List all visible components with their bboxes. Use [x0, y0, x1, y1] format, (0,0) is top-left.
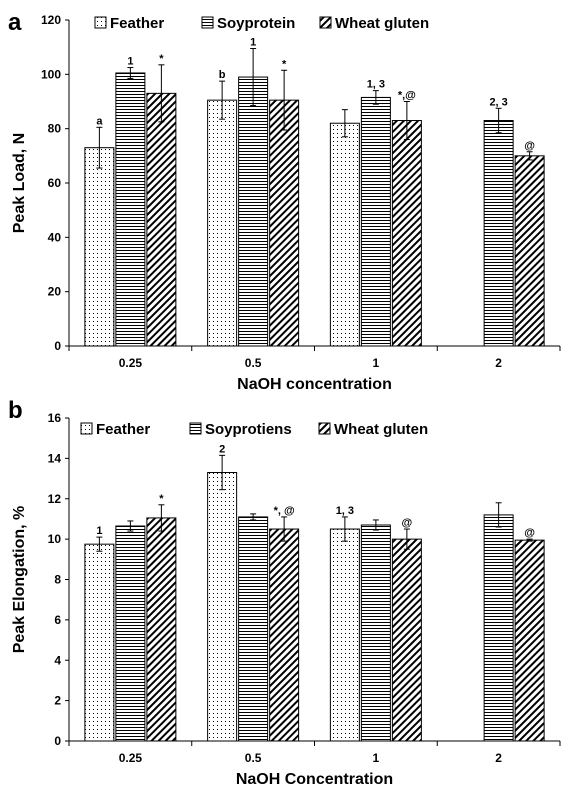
bar — [391, 120, 422, 347]
bar — [514, 539, 545, 742]
legend: Feather Soyprotiens Wheat gluten — [80, 421, 428, 438]
y-tick-label: 20 — [48, 285, 62, 299]
legend: Feather Soyprotein Wheat gluten — [94, 15, 429, 32]
x-tick-label: 1 — [373, 751, 380, 765]
significance-label: *,@ — [398, 90, 416, 102]
significance-label: @ — [524, 140, 535, 152]
x-axis-title: NaOH concentration — [237, 376, 392, 393]
significance-label: 1, 3 — [367, 79, 385, 91]
significance-label: 1, 3 — [336, 505, 354, 517]
bar — [269, 99, 300, 347]
y-tick-label: 0 — [54, 339, 61, 353]
y-tick-label: 4 — [54, 653, 61, 667]
legend-swatch — [189, 422, 202, 435]
bar — [360, 524, 391, 742]
legend-label: Wheat gluten — [334, 421, 428, 438]
x-tick-labels: 0.25 0.5 1 2 — [119, 751, 503, 765]
y-tick-labels: 0 20 40 60 80 100 120 — [41, 13, 61, 353]
legend-swatch — [94, 16, 107, 29]
significance-label: *, @ — [274, 505, 295, 517]
bar — [391, 538, 422, 742]
chart-panel-a: a 0 20 40 60 80 100 120 0.25 0.5 1 2 NaO… — [8, 9, 561, 393]
legend-swatch — [318, 422, 331, 435]
chart-marks — [65, 19, 561, 351]
bar — [115, 72, 146, 347]
bar — [84, 147, 115, 347]
bar — [238, 516, 269, 742]
significance-label: 1 — [250, 37, 256, 49]
chart-marks — [65, 417, 561, 746]
legend-label: Soyprotein — [217, 15, 295, 32]
bar — [329, 122, 360, 347]
significance-label: a — [96, 115, 103, 127]
bar — [146, 92, 177, 347]
significance-label: 2 — [219, 443, 225, 455]
bar — [360, 96, 391, 347]
significance-label: * — [159, 53, 164, 65]
panel-letter: b — [8, 397, 23, 424]
legend-label: Feather — [110, 15, 164, 32]
x-tick-label: 0.25 — [119, 751, 143, 765]
y-tick-label: 14 — [48, 451, 62, 465]
chart-panel-b: b 0 2 4 6 8 10 12 14 16 0.25 0.5 1 2 NaO… — [8, 397, 561, 787]
y-tick-label: 100 — [41, 67, 61, 81]
x-tick-label: 0.25 — [119, 356, 143, 370]
significance-labels: a b 1 1 1, 3 2, 3 * * *,@ @ — [96, 37, 535, 152]
y-tick-label: 120 — [41, 13, 61, 27]
bar — [238, 76, 269, 347]
y-tick-label: 40 — [48, 230, 62, 244]
significance-label: * — [282, 58, 287, 70]
bar — [115, 525, 146, 742]
x-tick-labels: 0.25 0.5 1 2 — [119, 356, 503, 370]
significance-label: 2, 3 — [489, 96, 507, 108]
significance-labels: 1 2 1, 3 * *, @ @ @ — [96, 443, 535, 539]
legend-swatch — [319, 16, 332, 29]
bar — [329, 528, 360, 742]
legend-swatch — [201, 16, 214, 29]
y-tick-label: 16 — [48, 411, 62, 425]
bar — [146, 517, 177, 742]
y-tick-label: 0 — [54, 734, 61, 748]
y-tick-label: 6 — [54, 613, 61, 627]
significance-label: @ — [524, 527, 535, 539]
bar — [483, 514, 514, 742]
x-axis-title: NaOH Concentration — [236, 771, 393, 787]
bar — [84, 543, 115, 742]
bar — [514, 155, 545, 347]
bar — [269, 528, 300, 742]
y-axis-title: Peak Elongation, % — [11, 506, 28, 654]
y-tick-labels: 0 2 4 6 8 10 12 14 16 — [48, 411, 62, 748]
y-tick-label: 2 — [54, 694, 61, 708]
y-tick-label: 80 — [48, 122, 62, 136]
legend-swatch — [80, 422, 93, 435]
x-tick-label: 2 — [495, 356, 502, 370]
x-tick-label: 0.5 — [245, 356, 262, 370]
y-tick-label: 10 — [48, 532, 62, 546]
x-tick-label: 0.5 — [245, 751, 262, 765]
x-tick-label: 1 — [373, 356, 380, 370]
x-tick-label: 2 — [495, 751, 502, 765]
bar — [483, 120, 514, 347]
legend-label: Feather — [96, 421, 150, 438]
significance-label: 1 — [96, 525, 102, 537]
y-tick-label: 12 — [48, 492, 62, 506]
significance-label: 1 — [127, 56, 133, 68]
bar — [207, 472, 238, 742]
significance-label: b — [219, 69, 226, 81]
significance-label: * — [159, 493, 164, 505]
legend-label: Soyprotiens — [205, 421, 292, 438]
bar — [207, 99, 238, 347]
y-tick-label: 8 — [54, 573, 61, 587]
y-axis-title: Peak Load, N — [11, 133, 28, 233]
legend-label: Wheat gluten — [335, 15, 429, 32]
y-tick-label: 60 — [48, 176, 62, 190]
panel-letter: a — [8, 9, 22, 36]
significance-label: @ — [402, 517, 413, 529]
